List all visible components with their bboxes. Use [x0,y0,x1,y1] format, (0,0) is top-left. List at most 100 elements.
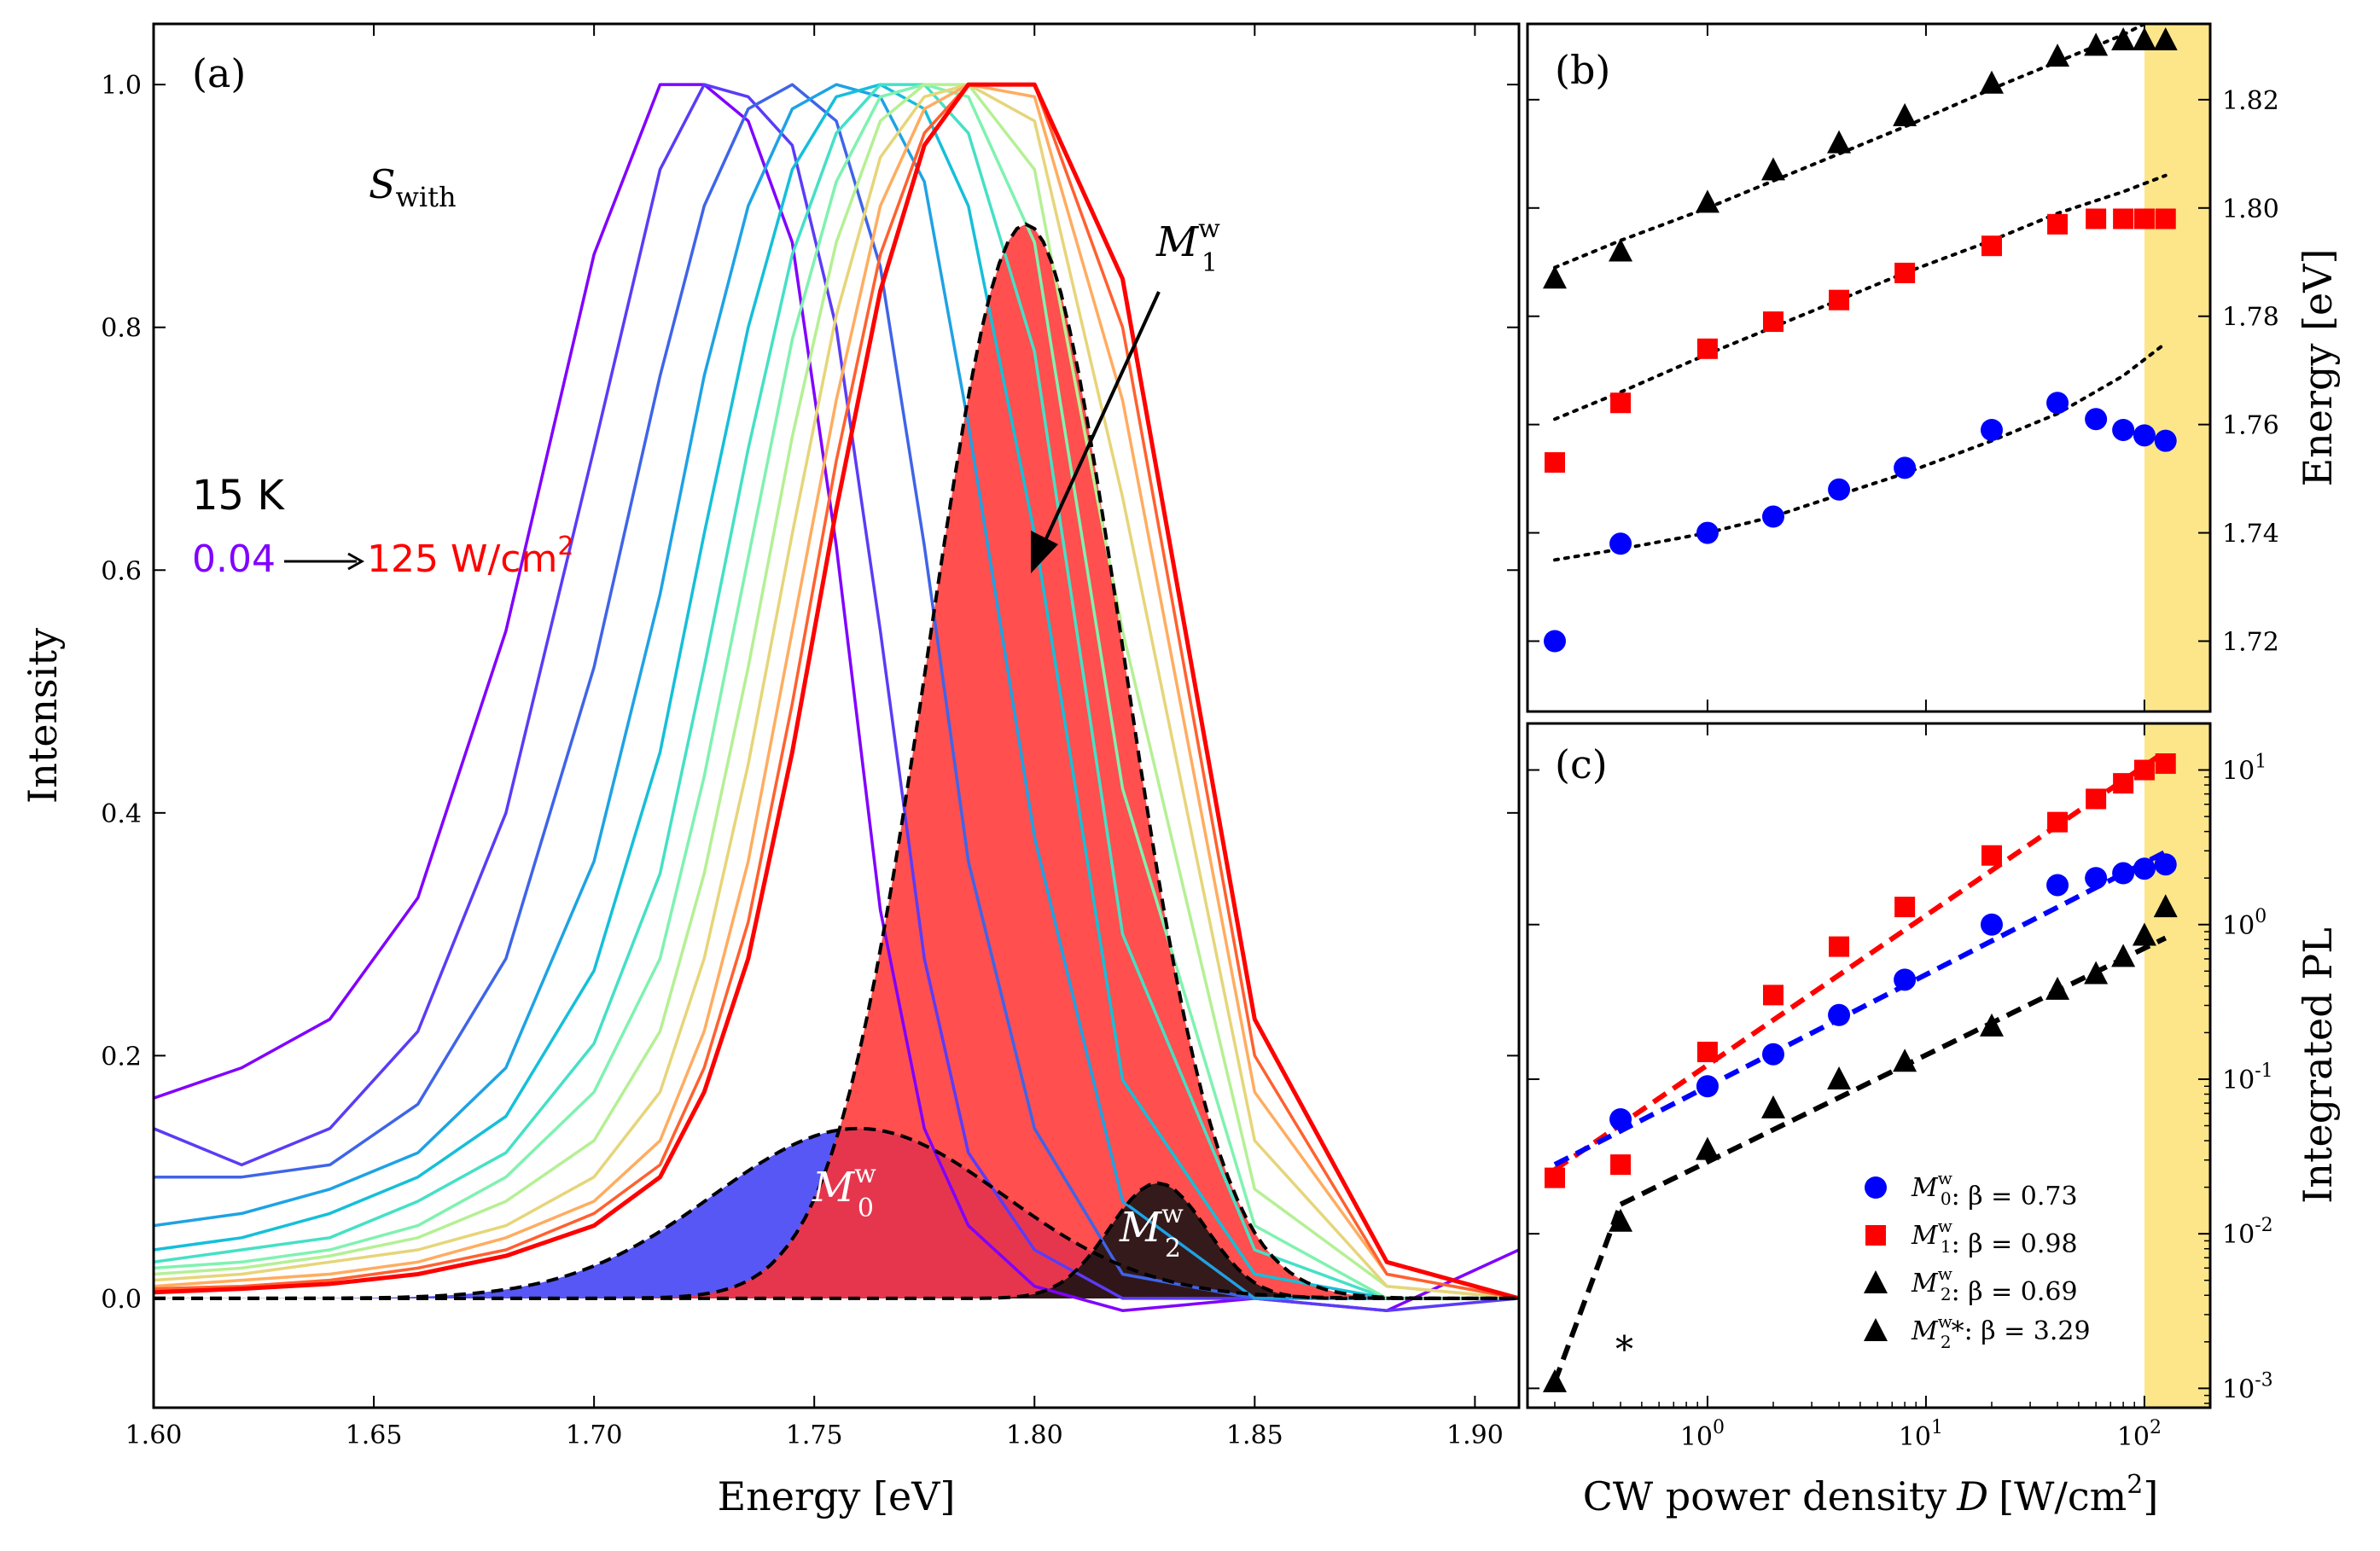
point-m0 [1894,456,1917,479]
point-m0 [1894,968,1917,991]
legend-marker-0 [1865,1176,1887,1199]
point-m2 [1979,70,2004,94]
x-axis-label-c: CW power density D [W/cm2] [1583,1470,2159,1519]
m1-label-sup: w [1198,214,1220,244]
star-annotation: * [1615,1328,1633,1370]
point-m0 [1980,418,2003,441]
point-m2 [1609,1208,1633,1232]
x-tick-label-a: 1.75 [786,1420,843,1450]
point-m1 [1894,262,1916,283]
point-m1 [2113,208,2134,229]
x-tick-label-a: 1.90 [1446,1420,1504,1450]
point-m0 [2112,418,2135,441]
legend-marker-2 [1864,1270,1888,1293]
point-m2 [2111,27,2136,51]
point-m0 [2085,867,2108,890]
x-tick-label-c: 101 [1899,1417,1943,1452]
point-m2 [1760,1095,1785,1118]
point-m1 [1762,985,1784,1006]
axes-frame-a [152,22,1521,1409]
y-tick-label-a: 0.6 [101,556,142,586]
panel-label-a: (a) [192,50,246,96]
fit-area-m2 [154,1182,1519,1298]
fit-area-m1 [154,224,1519,1298]
y-axis-label-b: Energy [eV] [2295,249,2341,487]
legend-label-1: Mw 1: β = 0.98 [1911,1216,2078,1259]
fit-line-m2 [154,1181,1519,1300]
point-m1 [2155,208,2176,229]
point-m2 [1695,189,1720,213]
panel-label-b: (b) [1555,47,1610,93]
point-m0 [2112,862,2135,885]
spectrum-0.5 [154,83,1519,1300]
x-tick-label-c: 102 [2117,1417,2162,1452]
m2-label: Mw 2 [1119,1200,1184,1263]
point-m1 [1762,311,1784,333]
legend-label-2: Mw 2: β = 0.69 [1911,1263,2078,1307]
point-m2 [1893,102,1917,126]
x-axis-label-c-unit: [W/cm [1999,1473,2127,1519]
axis-ticks-c: 100 101 102 10-3 10-2 10-1 100 101 [1528,723,2273,1452]
fit-m0-fit [1553,849,2168,1167]
fit-m2-fit [1619,935,2168,1207]
spectrum-8 [154,83,1519,1300]
spectrum-4 [154,83,1519,1300]
point-m0 [1761,505,1784,528]
point-m2 [2084,961,2109,985]
point-m2 [1760,157,1785,181]
fit-m0-fit [1553,341,2168,562]
power-range-high-sup: 2 [557,532,573,561]
power-range-arrow [284,552,365,571]
point-m2 [2132,27,2156,51]
spectrum-40 [154,83,1519,1300]
panel-a: 1.60 1.65 1.70 1.75 1.80 1.85 1.90 0.0 0.2 0.4 0.6… [20,22,1521,1519]
axis-ticks-b: 1.72 1.74 1.76 1.78 1.80 1.82 [1528,24,2279,712]
legend-marker-1 [1865,1225,1886,1246]
spectrum-0.08 [154,83,1519,1312]
point-m0 [1828,1003,1851,1026]
data-points-c [1542,753,2178,1392]
point-m0 [2154,853,2177,876]
point-m2 [1979,1013,2004,1037]
point-m1 [2133,208,2155,229]
point-m0 [1609,1108,1632,1131]
temperature-label: 15 K [192,472,285,520]
power-range-high-main: 125 W/cm [367,537,557,581]
point-m0 [1696,1075,1719,1098]
fit-m2-fit [1553,24,2149,270]
fit-m1-fit [1553,173,2168,421]
y-tick-label-c: 101 [2222,752,2267,787]
m2-label-main: M [1119,1204,1163,1252]
x-axis-label-c-close: ] [2143,1473,2158,1519]
point-m1 [2086,788,2107,810]
y-tick-label-c: 10-2 [2222,1215,2273,1250]
m0-label: Mw 0 [812,1159,876,1223]
y-tick-label-b: 1.80 [2222,195,2279,224]
point-m2 [2045,976,2070,1000]
spectrum-20 [154,83,1519,1300]
point-m1 [1610,392,1632,414]
point-m2 [1893,1049,1917,1072]
fit-areas [154,224,1519,1298]
power-range-high: 125 W/cm2 [367,532,573,581]
point-m0 [1761,1043,1784,1066]
point-m2 [2111,944,2136,967]
fit-m1-fit [1553,749,2168,1172]
y-tick-label-a: 0.2 [101,1042,142,1072]
m1-label: Mw 1 [1155,214,1220,278]
point-m0 [2133,424,2156,447]
y-tick-label-c: 10-3 [2222,1369,2273,1404]
point-m2star [1542,1368,1567,1392]
m2-label-sub: 2 [1165,1234,1181,1263]
fit-lines-c [1552,749,2168,1383]
m2-label-sup: w [1161,1200,1184,1229]
point-m2 [1827,130,1852,154]
highlight-band-c [2144,723,2210,1408]
point-m0 [1543,630,1566,653]
fit-m2-fit [1552,1203,1623,1383]
point-m1 [1544,1167,1565,1188]
sample-label: Swith [369,161,457,213]
point-m1 [1829,936,1850,957]
